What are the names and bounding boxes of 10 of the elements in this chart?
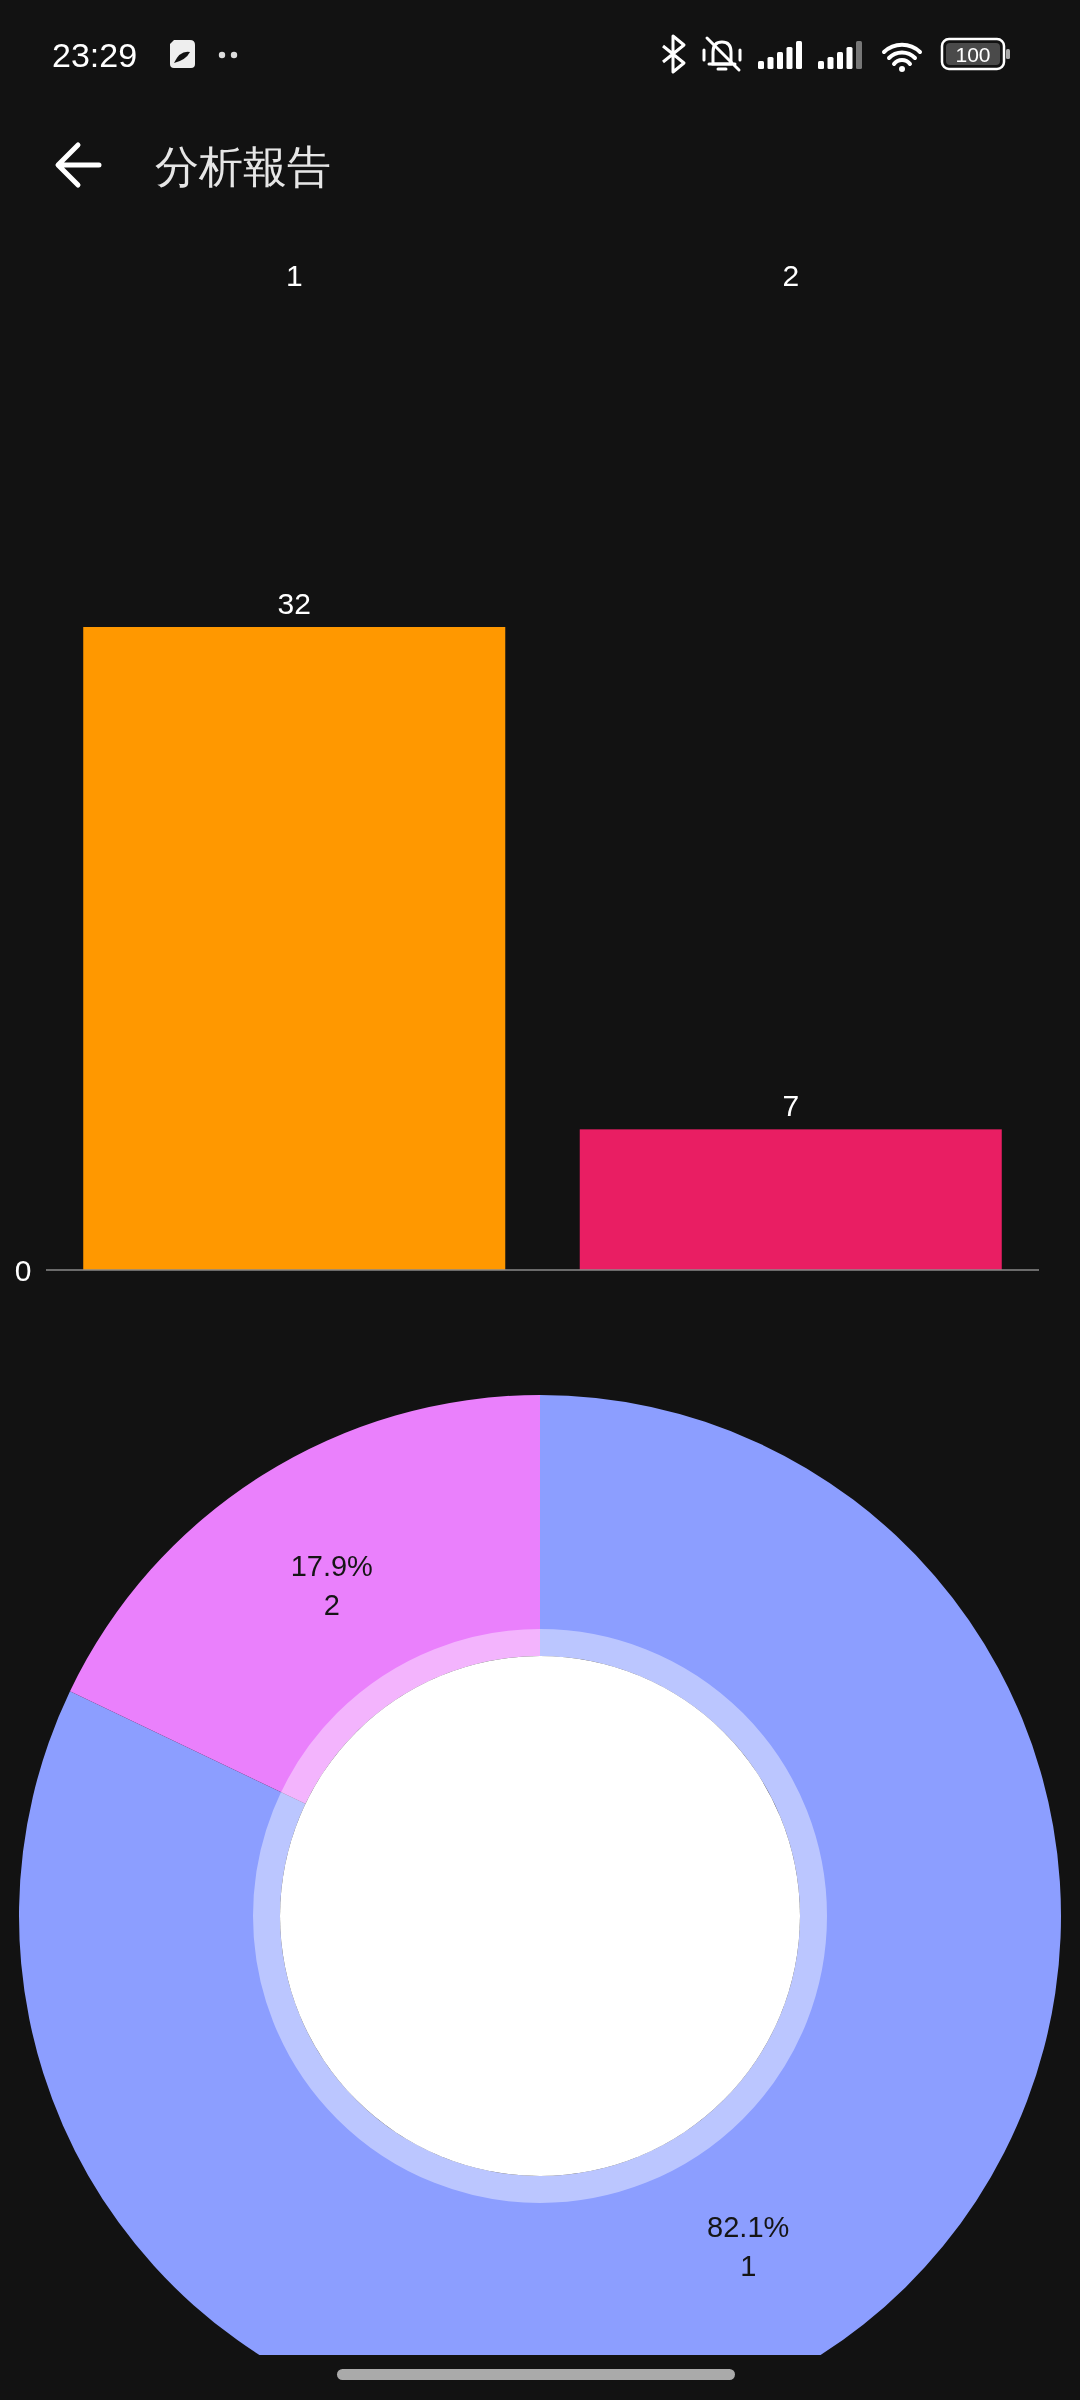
data-label: 7 xyxy=(782,1088,800,1122)
chart-title: 分析報告 xyxy=(155,141,331,191)
text: 100 xyxy=(955,42,991,66)
data-label: 32 xyxy=(277,586,311,620)
slice-label: 1 xyxy=(740,2249,757,2282)
text: 0 xyxy=(14,1253,32,1287)
data-label: 82.1% xyxy=(707,2210,790,2243)
data-label: 17.9% xyxy=(290,1550,373,1583)
slice-label: 2 xyxy=(323,1589,340,1622)
text: 23:29 xyxy=(52,36,138,74)
